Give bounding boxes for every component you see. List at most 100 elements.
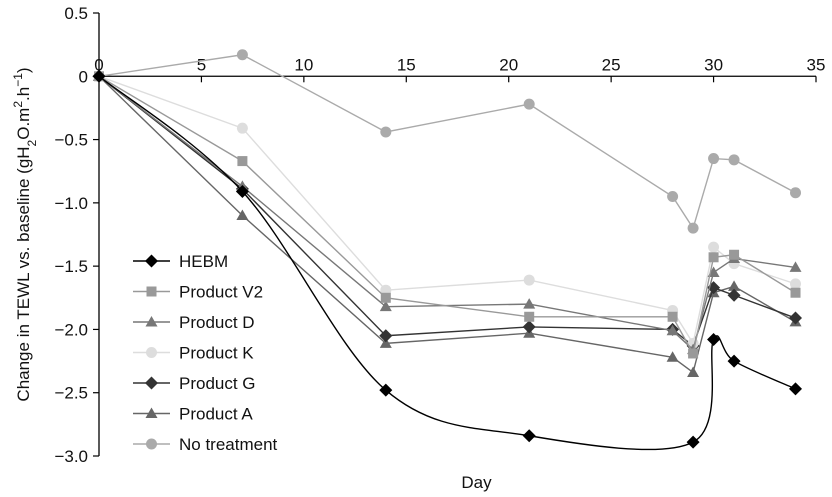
data-point-hebm	[379, 383, 393, 397]
data-point-product-v2	[667, 311, 678, 322]
y-tick-label: −3.0	[54, 447, 88, 466]
data-point-hebm	[235, 184, 249, 198]
data-point-no-treatment	[667, 191, 679, 203]
legend-marker	[146, 347, 157, 358]
legend-label: Product V2	[179, 283, 263, 302]
legend-marker	[145, 254, 158, 268]
series-layer	[92, 49, 803, 451]
legend-label: HEBM	[179, 252, 228, 271]
data-point-hebm	[92, 69, 106, 83]
data-point-product-g	[522, 320, 536, 334]
y-tick-label: −1.5	[54, 257, 88, 276]
data-point-product-a	[379, 337, 392, 348]
x-tick-label: 30	[704, 55, 723, 74]
y-ticks: 0.5 0 −0.5 −1.0 −1.5 −2.0 −2.5 −3.0	[54, 4, 99, 466]
data-point-product-g	[727, 288, 741, 302]
x-tick-label: 35	[807, 55, 826, 74]
legend-label: No treatment	[179, 435, 278, 454]
data-point-hebm	[686, 435, 700, 449]
data-point-hebm	[707, 333, 721, 347]
legend-marker	[146, 286, 157, 297]
legend-label: Product G	[179, 374, 256, 393]
series-hebm	[92, 69, 803, 451]
legend-item-product-k: Product K	[133, 344, 254, 363]
y-axis-title-part: Change in TEWL vs. baseline (gH	[14, 146, 33, 401]
y-tick-label: −1.0	[54, 194, 88, 213]
y-axis-title-part: O.m	[14, 108, 33, 140]
y-axis-title-part: )	[14, 67, 33, 73]
y-axis-title-sup: −1	[11, 73, 25, 87]
y-tick-label: −0.5	[54, 131, 88, 150]
legend-item-hebm: HEBM	[133, 252, 228, 271]
x-tick-label: 25	[602, 55, 621, 74]
data-point-no-treatment	[687, 222, 699, 234]
legend-item-product-v2: Product V2	[133, 283, 263, 302]
legend-marker	[145, 316, 158, 327]
data-point-product-v2	[524, 311, 535, 322]
axes: 0 5 10 15 20 25 30 35 0.5 0 −0.5 −1.0 −1.5 −2.0 −2.5 −…	[54, 4, 825, 466]
data-point-product-v2	[708, 252, 719, 263]
legend-label: Product A	[179, 405, 253, 424]
data-point-no-treatment	[708, 153, 720, 165]
data-point-product-g	[379, 329, 393, 343]
legend: HEBM Product V2 Product D Product K Product …	[133, 252, 278, 454]
series-product-k	[93, 70, 802, 349]
legend-item-product-g: Product G	[133, 374, 256, 393]
data-point-product-v2	[790, 287, 801, 298]
y-tick-label: −2.5	[54, 384, 88, 403]
data-point-product-k	[523, 274, 535, 286]
legend-item-product-d: Product D	[133, 313, 255, 332]
x-tick-label: 0	[94, 55, 103, 74]
x-tick-label: 10	[294, 55, 313, 74]
data-point-product-a	[728, 280, 741, 291]
y-axis-title-part: .h	[14, 87, 33, 101]
legend-marker	[145, 376, 158, 390]
data-point-no-treatment	[790, 187, 802, 199]
data-point-product-v2	[237, 156, 248, 167]
data-point-product-v2	[729, 249, 740, 260]
data-point-hebm	[789, 382, 803, 396]
x-tick-label: 20	[499, 55, 518, 74]
data-point-hebm	[727, 354, 741, 368]
legend-label: Product D	[179, 313, 255, 332]
y-axis-title-sub: 2	[25, 139, 39, 146]
data-point-no-treatment	[523, 98, 535, 110]
data-point-no-treatment	[236, 49, 248, 61]
data-point-product-k	[236, 122, 248, 134]
data-point-hebm	[522, 429, 536, 443]
data-point-product-d	[523, 298, 536, 309]
data-point-product-v2	[688, 348, 699, 359]
y-tick-label: 0.5	[64, 4, 88, 23]
data-point-product-k	[708, 241, 720, 253]
series-no-treatment	[93, 49, 802, 234]
legend-marker	[145, 407, 158, 418]
data-point-product-g	[789, 311, 803, 325]
legend-marker	[146, 438, 157, 450]
data-point-product-v2	[380, 292, 391, 303]
legend-item-no-treatment: No treatment	[133, 435, 278, 454]
data-point-no-treatment	[728, 154, 740, 166]
y-tick-label: 0	[79, 67, 88, 86]
y-axis-title: Change in TEWL vs. baseline (gH2O.m2.h−1…	[11, 67, 39, 401]
data-point-product-d	[789, 261, 802, 272]
data-point-product-d	[379, 300, 392, 312]
data-point-product-a	[666, 351, 679, 362]
y-tick-label: −2.0	[54, 320, 88, 339]
series-line-product-v2	[98, 75, 796, 356]
legend-item-product-a: Product A	[133, 405, 253, 424]
data-point-product-k	[790, 278, 802, 290]
data-point-product-a	[236, 209, 249, 221]
legend-label: Product K	[179, 344, 254, 363]
series-line-product-d	[98, 75, 796, 351]
data-point-product-d	[666, 324, 679, 336]
x-tick-label: 5	[197, 55, 206, 74]
x-ticks: 0 5 10 15 20 25 30 35	[94, 55, 826, 83]
x-tick-label: 15	[397, 55, 416, 74]
y-axis-title-sup: 2	[11, 101, 25, 108]
x-axis-title: Day	[461, 473, 492, 492]
data-point-no-treatment	[380, 126, 392, 138]
series-line-no-treatment	[98, 54, 796, 230]
data-point-product-a	[687, 366, 700, 377]
series-line-product-k	[98, 75, 796, 346]
